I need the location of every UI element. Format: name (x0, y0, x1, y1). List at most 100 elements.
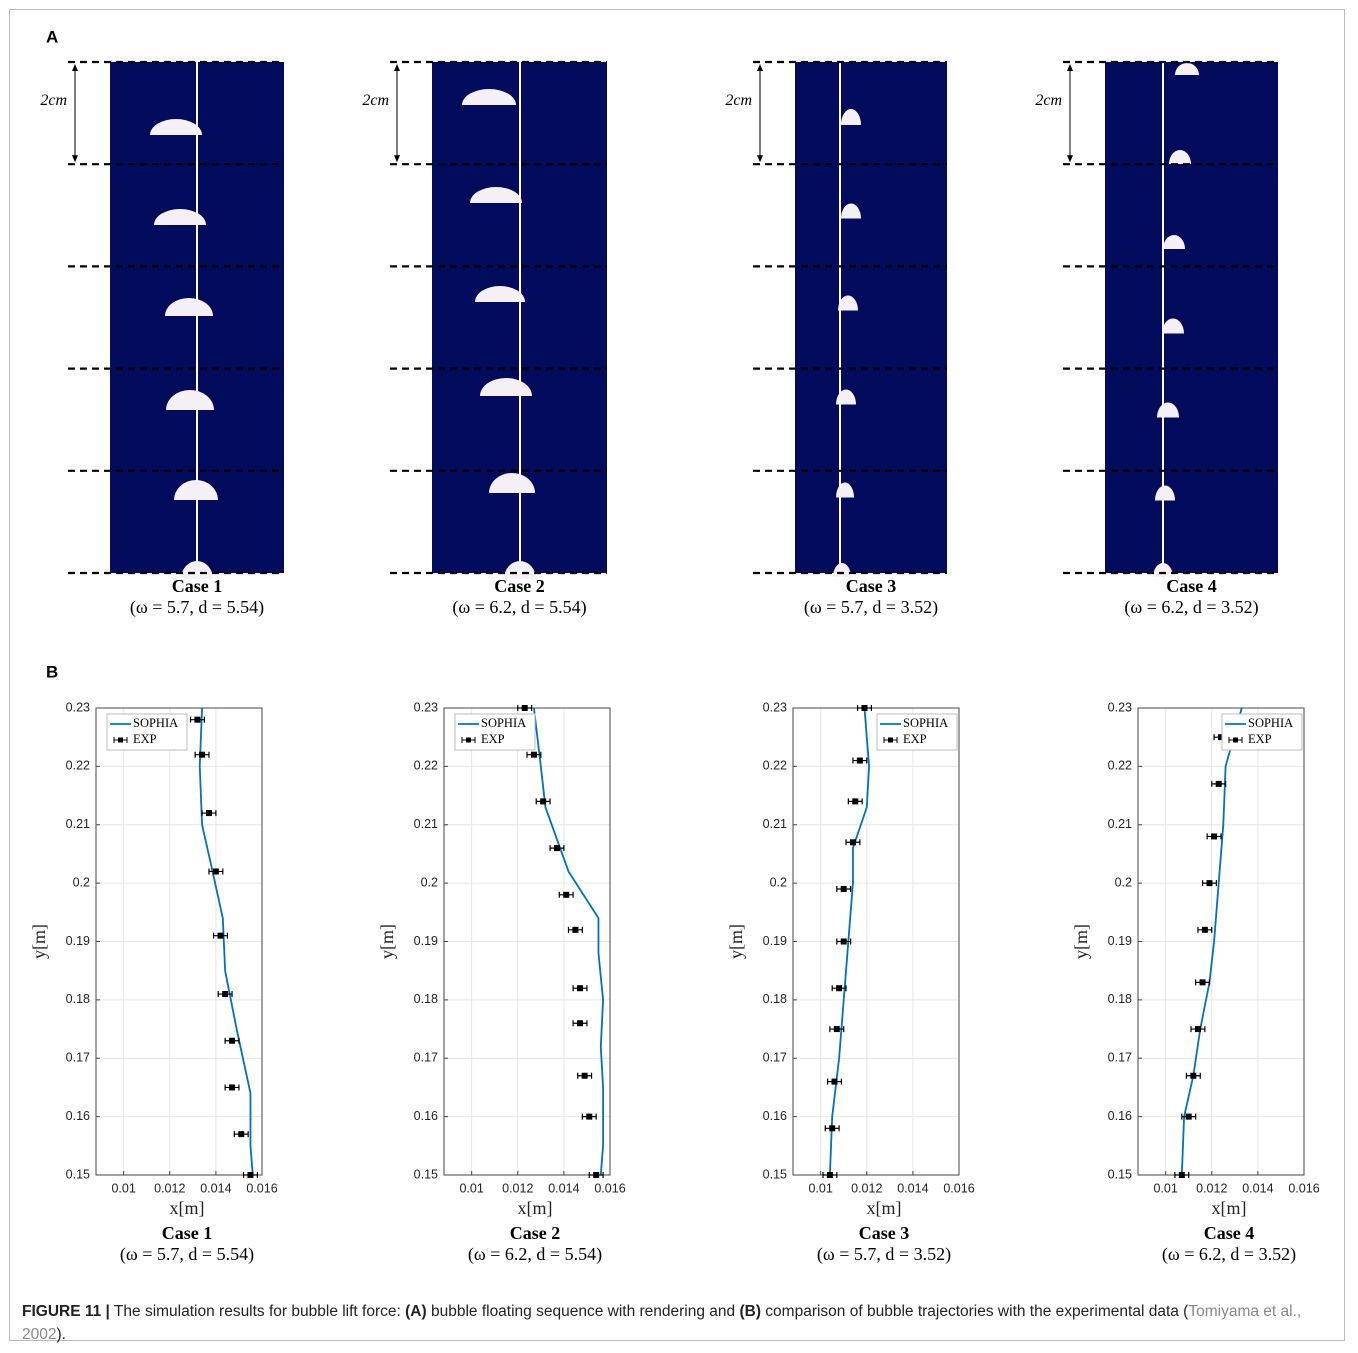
chart-title: Case 1 (162, 1223, 213, 1243)
x-axis-label: x[m] (518, 1198, 553, 1218)
bubble (181, 561, 213, 579)
data-point (852, 798, 859, 805)
caption-figure: FIGURE 11 | (22, 1303, 110, 1320)
y-tick-label: 0.17 (1108, 1051, 1132, 1065)
data-point (840, 938, 847, 945)
data-point (238, 1131, 245, 1138)
scale-label: 2cm (40, 92, 67, 109)
y-tick-label: 0.2 (770, 875, 787, 889)
data-point (1190, 1072, 1197, 1079)
arrow-head (394, 155, 400, 163)
x-tick-label: 0.012 (1196, 1181, 1227, 1195)
y-tick-label: 0.23 (763, 700, 787, 714)
bubble (841, 203, 861, 219)
x-tick-label: 0.014 (200, 1181, 231, 1195)
axes-box (95, 707, 263, 1176)
y-tick-label: 0.15 (66, 1167, 90, 1181)
trajectory-line (1180, 708, 1243, 1175)
legend-label: SOPHIA (1248, 716, 1293, 730)
bubble (1155, 485, 1175, 501)
axes-box (1137, 707, 1305, 1176)
y-tick-label: 0.21 (414, 817, 438, 831)
case-title: Case 1 (172, 576, 223, 596)
y-axis-label: y[m] (726, 924, 746, 959)
data-point (856, 757, 863, 764)
data-point (530, 751, 537, 758)
x-tick-label: 0.014 (548, 1181, 579, 1195)
scale-label: 2cm (725, 92, 752, 109)
y-tick-label: 0.16 (414, 1109, 438, 1123)
y-tick-label: 0.17 (763, 1051, 787, 1065)
x-axis-label: x[m] (867, 1198, 902, 1218)
figure-frame (9, 9, 1345, 1341)
chart-subtitle: (ω = 6.2, d = 5.54) (468, 1244, 602, 1265)
arrow-head (757, 64, 763, 71)
legend-marker (118, 737, 123, 743)
y-tick-label: 0.22 (414, 759, 438, 773)
data-point (229, 1037, 236, 1044)
legend-label: EXP (133, 732, 157, 746)
data-point (563, 891, 570, 898)
caption: FIGURE 11 | The simulation results for b… (22, 1300, 1340, 1346)
caption-text: ). (56, 1326, 66, 1343)
data-point (212, 868, 219, 875)
data-point (1201, 926, 1208, 933)
y-tick-label: 0.2 (421, 875, 438, 889)
data-point (222, 991, 229, 998)
data-point (1218, 734, 1224, 741)
bubble (1175, 63, 1199, 75)
legend-label: SOPHIA (903, 716, 948, 730)
trajectory-line (533, 708, 604, 1175)
data-point (581, 1072, 588, 1079)
bubble (475, 286, 525, 302)
data-point (849, 839, 856, 846)
chart-title: Case 2 (510, 1223, 561, 1243)
caption-ref-b: (B) (739, 1303, 761, 1320)
arrow-head (394, 64, 400, 71)
data-point (577, 1020, 584, 1027)
data-point (1206, 880, 1213, 887)
bubble (174, 480, 218, 500)
y-tick-label: 0.22 (66, 759, 90, 773)
data-point (199, 751, 206, 758)
bubble (1162, 318, 1184, 334)
y-tick-label: 0.21 (1108, 817, 1132, 831)
x-tick-label: 0.012 (154, 1181, 185, 1195)
y-tick-label: 0.18 (414, 992, 438, 1006)
y-tick-label: 0.16 (66, 1109, 90, 1123)
y-tick-label: 0.15 (1108, 1167, 1132, 1181)
fluid-domain (1105, 62, 1278, 573)
data-point (836, 985, 843, 992)
legend-label: EXP (903, 732, 927, 746)
y-axis-label: y[m] (377, 924, 397, 959)
legend-box (1221, 713, 1303, 751)
bubble (836, 482, 854, 498)
y-tick-label: 0.22 (1108, 759, 1132, 773)
bubble (165, 298, 213, 316)
data-point (1199, 979, 1206, 986)
data-point (553, 845, 560, 852)
data-point (861, 705, 868, 711)
y-tick-label: 0.18 (66, 992, 90, 1006)
data-point (217, 932, 224, 939)
panel-label: A (46, 27, 58, 46)
data-point (1215, 780, 1222, 787)
citation[interactable]: Tomiyama et al., 2002 (22, 1303, 1302, 1343)
y-tick-label: 0.22 (763, 759, 787, 773)
scale-label: 2cm (1035, 92, 1062, 109)
y-tick-label: 0.18 (1108, 992, 1132, 1006)
x-tick-label: 0.014 (897, 1181, 928, 1195)
y-tick-label: 0.21 (763, 817, 787, 831)
y-tick-label: 0.21 (66, 817, 90, 831)
bubble (462, 89, 516, 105)
x-tick-label: 0.01 (459, 1181, 483, 1195)
y-tick-label: 0.15 (763, 1167, 787, 1181)
arrow-head (1067, 64, 1073, 71)
data-point (577, 985, 584, 992)
y-tick-label: 0.17 (414, 1051, 438, 1065)
data-point (829, 1125, 836, 1132)
caption-text: The simulation results for bubble lift f… (109, 1303, 406, 1320)
data-point (247, 1172, 254, 1178)
arrow-head (757, 155, 763, 163)
legend-marker (466, 737, 471, 743)
